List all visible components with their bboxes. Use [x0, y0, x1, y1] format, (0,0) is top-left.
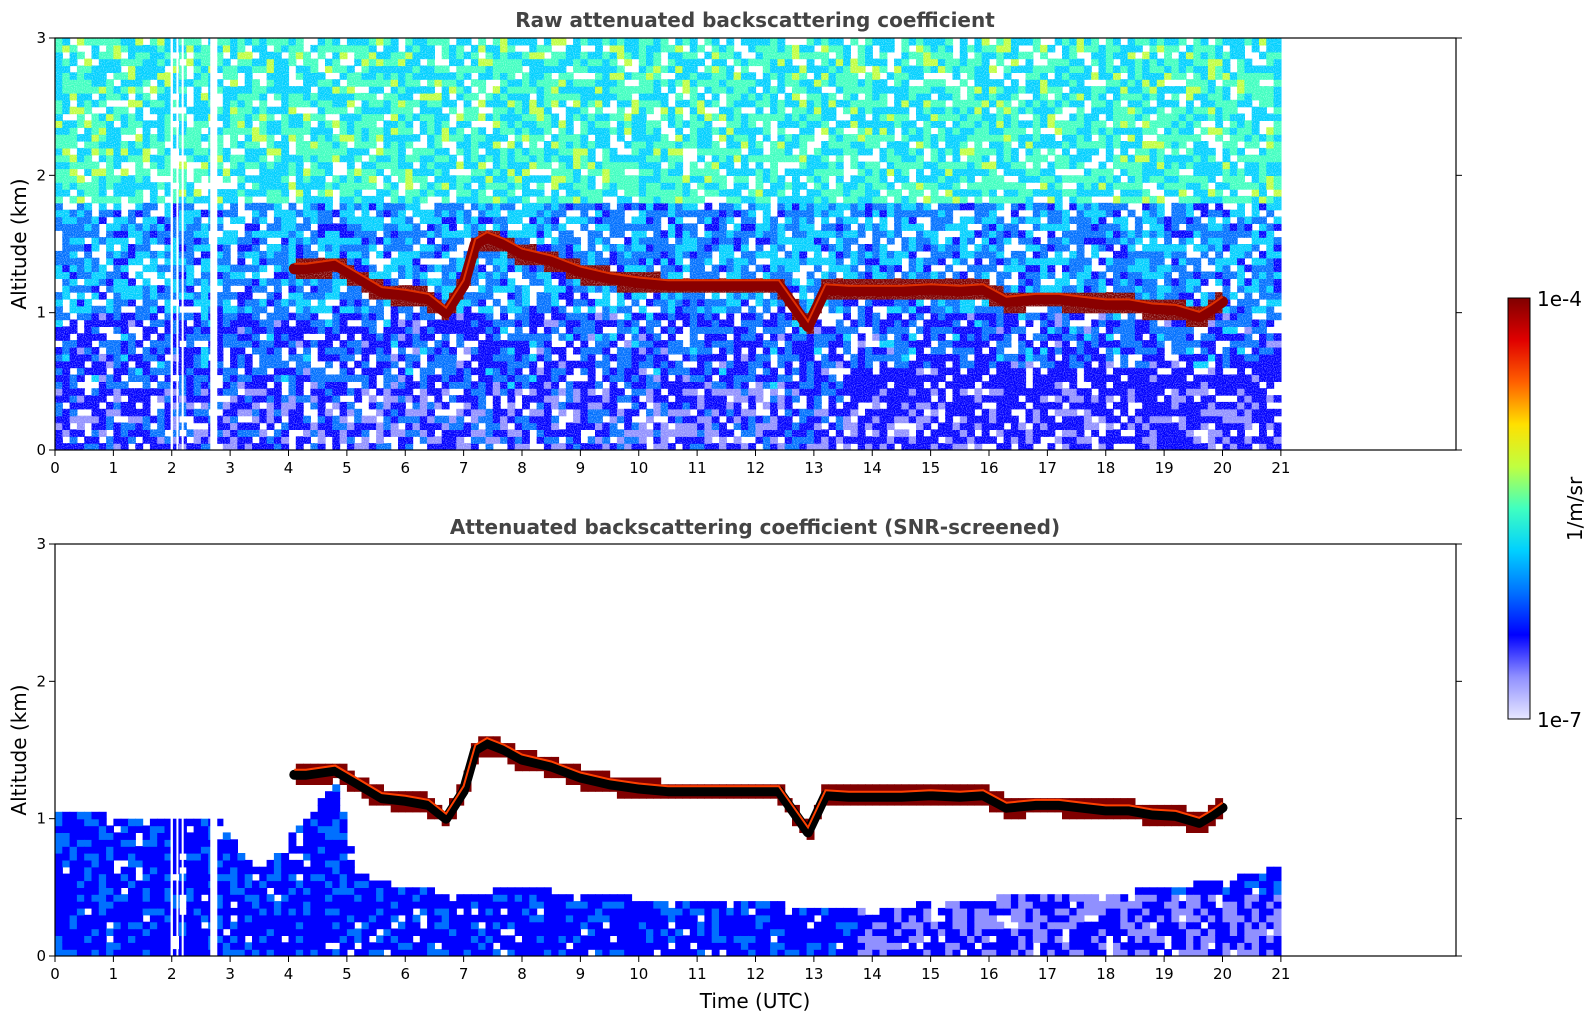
raw-x-tick-label: 4 [284, 459, 294, 477]
snr-y-tick-label: 2 [36, 672, 46, 690]
raw-x-tick-label: 13 [804, 459, 823, 477]
colorbar-bar [1507, 297, 1531, 720]
snr-y-tick-label: 1 [36, 810, 46, 828]
snr-x-tick-label: 21 [1271, 965, 1290, 983]
snr-x-tick-label: 4 [284, 965, 294, 983]
colorbar-unit-label: 1/m/sr [1563, 476, 1587, 541]
snr-x-tick-label: 0 [50, 965, 60, 983]
raw-y-tick-label: 1 [36, 304, 46, 322]
snr-y-tick-label: 3 [36, 535, 46, 553]
raw-x-tick-label: 1 [109, 459, 119, 477]
raw-x-tick-label: 19 [1155, 459, 1174, 477]
snr-x-tick-label: 13 [804, 965, 823, 983]
snr-data-gap [210, 544, 218, 956]
raw-x-tick-label: 0 [50, 459, 60, 477]
colorbar-min-label: 1e-7 [1537, 708, 1582, 732]
raw-cloud-layer-edge [294, 230, 1224, 324]
raw-x-tick-label: 3 [225, 459, 235, 477]
raw-y-axis-label: Altitude (km) [7, 178, 31, 309]
snr-x-tick-label: 7 [459, 965, 469, 983]
snr-x-tick-label: 1 [109, 965, 119, 983]
snr-x-ticks: 0 1 2 3 4 5 6 7 8 9 10 11 12 13 14 15 16 17 18 19 20 21 [50, 956, 1290, 983]
snr-panel-title: Attenuated backscattering coefficient (S… [450, 515, 1060, 539]
snr-x-tick-label: 6 [400, 965, 410, 983]
raw-cloud-layer [288, 231, 1228, 332]
raw-x-ticks: 0 1 2 3 4 5 6 7 8 9 10 11 12 13 14 15 16 17 18 19 20 21 [50, 450, 1290, 477]
raw-data-gap [170, 38, 173, 450]
snr-data-gap [176, 544, 179, 956]
snr-cloud-layer [289, 738, 1228, 838]
snr-x-tick-label: 14 [863, 965, 882, 983]
snr-x-tick-label: 10 [629, 965, 648, 983]
raw-x-tick-label: 18 [1096, 459, 1115, 477]
raw-x-tick-label: 14 [863, 459, 882, 477]
raw-panel-title: Raw attenuated backscattering coefficien… [515, 8, 995, 32]
raw-data-gap [176, 38, 179, 450]
raw-x-tick-label: 10 [629, 459, 648, 477]
snr-x-tick-label: 3 [225, 965, 235, 983]
raw-data-gap [210, 38, 218, 450]
snr-x-tick-label: 2 [167, 965, 177, 983]
raw-x-tick-label: 11 [688, 459, 707, 477]
raw-y-tick-label: 0 [36, 441, 46, 459]
raw-x-tick-label: 9 [576, 459, 586, 477]
snr-x-tick-label: 15 [921, 965, 940, 983]
snr-x-tick-label: 20 [1213, 965, 1232, 983]
raw-x-tick-label: 20 [1213, 459, 1232, 477]
snr-data-gap [170, 544, 173, 956]
snr-x-tick-label: 17 [1038, 965, 1057, 983]
snr-x-tick-label: 8 [517, 965, 527, 983]
raw-data-gap [181, 38, 184, 450]
snr-x-tick-label: 19 [1155, 965, 1174, 983]
snr-x-tick-label: 12 [746, 965, 765, 983]
x-axis-label: Time (UTC) [699, 989, 811, 1013]
raw-x-tick-label: 15 [921, 459, 940, 477]
raw-y-tick-label: 3 [36, 29, 46, 47]
raw-y-tick-label: 2 [36, 166, 46, 184]
raw-heatmap [55, 38, 1282, 450]
snr-y-tick-label: 0 [36, 947, 46, 965]
raw-x-tick-label: 7 [459, 459, 469, 477]
snr-x-tick-label: 18 [1096, 965, 1115, 983]
raw-x-tick-label: 16 [979, 459, 998, 477]
raw-x-tick-label: 2 [167, 459, 177, 477]
snr-heatmap [55, 544, 1282, 956]
snr-x-tick-label: 11 [688, 965, 707, 983]
snr-x-tick-label: 9 [576, 965, 586, 983]
colorbar: 1e-4 1e-7 1/m/sr [1507, 287, 1587, 732]
raw-x-tick-label: 17 [1038, 459, 1057, 477]
raw-x-tick-label: 12 [746, 459, 765, 477]
snr-y-axis-label: Altitude (km) [7, 684, 31, 815]
snr-cloud-layer-edge [294, 736, 1224, 830]
snr-data-gap [181, 544, 184, 956]
raw-y-ticks: 0 1 2 3 [36, 29, 1462, 459]
snr-screened-panel: Attenuated backscattering coefficient (S… [7, 515, 1462, 1013]
raw-x-tick-label: 6 [400, 459, 410, 477]
snr-y-ticks: 0 1 2 3 [36, 535, 1462, 965]
colorbar-max-label: 1e-4 [1537, 287, 1582, 311]
raw-x-tick-label: 8 [517, 459, 527, 477]
raw-backscatter-panel: Raw attenuated backscattering coefficien… [7, 8, 1462, 477]
raw-x-tick-label: 21 [1271, 459, 1290, 477]
raw-x-tick-label: 5 [342, 459, 352, 477]
snr-x-tick-label: 16 [979, 965, 998, 983]
snr-x-tick-label: 5 [342, 965, 352, 983]
